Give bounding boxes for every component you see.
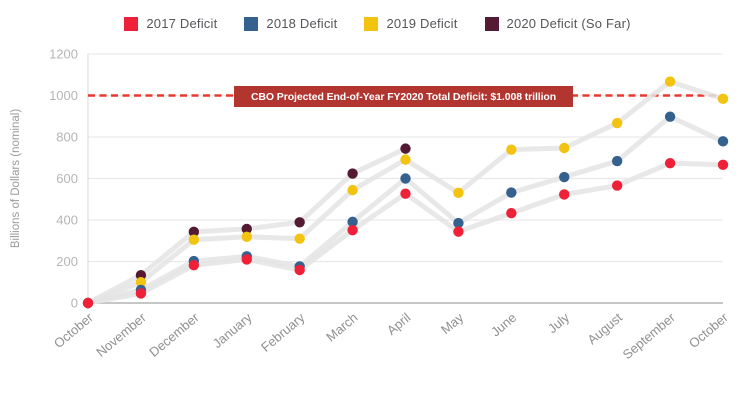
- data-point-2017-deficit-october-0[interactable]: [82, 297, 94, 309]
- x-tick-label-june-8: June: [488, 310, 519, 340]
- x-tick-label-september-11: September: [620, 309, 679, 362]
- x-tick-label-july-9: July: [545, 309, 573, 336]
- data-point-2020-deficit-so-far-april-6[interactable]: [400, 143, 411, 154]
- x-tick-label-december-2: December: [146, 309, 202, 359]
- legend-item-2017-deficit[interactable]: 2017 Deficit: [124, 16, 217, 31]
- data-point-2017-deficit-october-12[interactable]: [717, 159, 729, 171]
- x-tick-label-march-5: March: [323, 310, 360, 345]
- x-tick-label-may-7: May: [438, 309, 467, 337]
- legend-swatch-2019-deficit: [364, 16, 379, 31]
- x-tick-label-august-10: August: [584, 310, 625, 348]
- data-point-2019-deficit-june-8[interactable]: [506, 144, 517, 155]
- x-tick-label-january-3: January: [210, 309, 255, 351]
- y-axis-title: Billions of Dollars (nominal): [10, 109, 22, 248]
- data-point-2017-deficit-may-7[interactable]: [453, 226, 464, 237]
- legend-label: 2020 Deficit (So Far): [506, 16, 631, 31]
- series-line-2017-deficit: [85, 160, 726, 306]
- data-point-2019-deficit-december-2[interactable]: [188, 234, 200, 245]
- legend-label: 2017 Deficit: [146, 16, 218, 31]
- data-point-2018-deficit-october-12[interactable]: [717, 136, 729, 147]
- data-point-2018-deficit-august-10[interactable]: [611, 155, 623, 167]
- y-tick-label-0: 0: [71, 296, 78, 311]
- data-point-2017-deficit-august-10[interactable]: [611, 180, 623, 191]
- legend-swatch-2017-deficit: [124, 16, 139, 31]
- data-point-2020-deficit-so-far-january-3[interactable]: [241, 223, 252, 235]
- data-point-2017-deficit-december-2[interactable]: [188, 260, 200, 271]
- data-point-2017-deficit-november-1[interactable]: [135, 288, 147, 299]
- y-tick-label-200: 200: [56, 254, 78, 269]
- legend-item-2018-deficit[interactable]: 2018 Deficit: [244, 16, 337, 31]
- data-point-2019-deficit-september-11[interactable]: [664, 76, 676, 87]
- data-point-2019-deficit-november-1[interactable]: [135, 277, 147, 288]
- data-point-2017-deficit-june-8[interactable]: [506, 207, 517, 219]
- y-tick-label-400: 400: [56, 213, 78, 228]
- y-tick-label-1000: 1000: [49, 88, 78, 103]
- data-point-2018-deficit-september-11[interactable]: [664, 111, 676, 122]
- x-tick-label-october-12: October: [686, 309, 732, 351]
- data-point-2019-deficit-february-4[interactable]: [294, 233, 305, 244]
- data-point-2017-deficit-april-6[interactable]: [400, 188, 411, 199]
- data-point-2019-deficit-july-9[interactable]: [559, 142, 570, 154]
- y-tick-label-1200: 1200: [49, 47, 78, 62]
- data-point-2019-deficit-may-7[interactable]: [453, 187, 464, 199]
- data-point-2018-deficit-march-5[interactable]: [347, 216, 358, 228]
- data-point-2017-deficit-march-5[interactable]: [347, 224, 358, 236]
- data-point-2018-deficit-april-6[interactable]: [400, 173, 411, 184]
- legend-swatch-2018-deficit: [244, 16, 259, 31]
- data-point-2018-deficit-june-8[interactable]: [506, 187, 517, 198]
- data-point-2020-deficit-so-far-february-4[interactable]: [294, 217, 305, 228]
- legend-item-2020-deficit-so-far[interactable]: 2020 Deficit (So Far): [484, 16, 631, 31]
- data-point-2017-deficit-february-4[interactable]: [294, 264, 305, 276]
- data-point-2018-deficit-july-9[interactable]: [559, 171, 570, 183]
- data-point-2017-deficit-september-11[interactable]: [664, 157, 676, 169]
- data-point-2019-deficit-august-10[interactable]: [611, 117, 623, 129]
- data-point-2019-deficit-october-12[interactable]: [717, 93, 729, 105]
- legend-item-2019-deficit[interactable]: 2019 Deficit: [364, 16, 457, 31]
- data-point-2019-deficit-april-6[interactable]: [400, 154, 411, 165]
- cbo-projection-annotation: CBO Projected End-of-Year FY2020 Total D…: [234, 86, 573, 107]
- legend-label: 2019 Deficit: [386, 16, 458, 31]
- legend: 2017 Deficit 2018 Deficit 2019 Deficit 2020…: [0, 16, 755, 31]
- legend-swatch-2020-deficit-so-far: [484, 16, 499, 31]
- data-point-2019-deficit-january-3[interactable]: [241, 231, 252, 243]
- legend-label: 2018 Deficit: [266, 16, 338, 31]
- x-tick-label-february-4: February: [258, 309, 308, 354]
- data-point-2017-deficit-july-9[interactable]: [559, 189, 570, 200]
- x-tick-label-april-6: April: [384, 310, 414, 338]
- data-point-2019-deficit-march-5[interactable]: [347, 184, 358, 196]
- data-point-2018-deficit-may-7[interactable]: [453, 217, 464, 229]
- data-point-2017-deficit-january-3[interactable]: [241, 254, 252, 265]
- y-tick-label-600: 600: [56, 171, 78, 186]
- data-point-2020-deficit-so-far-december-2[interactable]: [188, 226, 200, 238]
- y-tick-label-800: 800: [56, 130, 78, 145]
- data-point-2020-deficit-so-far-march-5[interactable]: [347, 168, 358, 179]
- x-tick-label-november-1: November: [93, 309, 149, 359]
- x-tick-label-october-0: October: [51, 309, 97, 351]
